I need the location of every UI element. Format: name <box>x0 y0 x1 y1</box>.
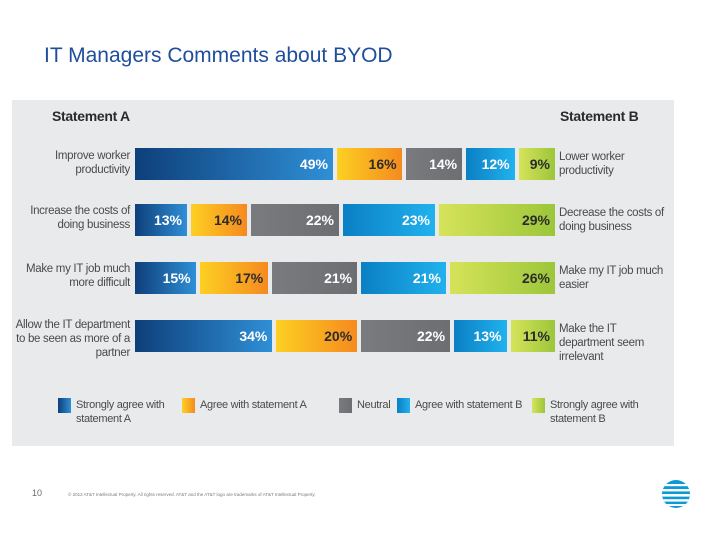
data-label: 34% <box>239 328 268 344</box>
data-label: 14% <box>429 156 458 172</box>
data-label: 12% <box>481 156 510 172</box>
data-label: 26% <box>521 270 550 286</box>
statement-a-label: Allow the IT department to be seen as mo… <box>15 319 131 359</box>
statement-a-label: Make my IT job much more difficult <box>25 263 130 289</box>
statement-b-label: Make my IT job much easier <box>559 265 664 291</box>
statement-b-label: Make the IT department seem irrelevant <box>559 323 644 363</box>
legend-swatch <box>58 398 71 413</box>
att-globe-icon <box>660 478 692 515</box>
legend-item-strongly-agree-a: Strongly agree with statement A <box>58 398 176 426</box>
slide-number: 10 <box>32 488 43 498</box>
legend-label: Strongly agree with statement B <box>550 399 639 425</box>
data-label: 29% <box>521 212 550 228</box>
legend-label: Strongly agree with statement A <box>76 399 165 425</box>
legend-label: Agree with statement B <box>415 399 523 411</box>
data-label: 20% <box>324 328 353 344</box>
data-label: 17% <box>235 270 264 286</box>
legend-swatch <box>182 398 195 413</box>
bar-segment-agree-b: 12% <box>466 148 515 180</box>
statement-b-header: Statement B <box>560 108 639 124</box>
data-label: 16% <box>368 156 397 172</box>
legend-swatch <box>339 398 352 413</box>
bar-segment-strongly-agree-b: 11% <box>510 320 555 352</box>
legend-item-neutral: Neutral <box>339 398 407 413</box>
bar-segment-neutral: 22% <box>251 204 339 236</box>
data-label: 9% <box>529 156 550 172</box>
data-label: 21% <box>324 270 353 286</box>
bar-segment-agree-b: 21% <box>361 262 446 294</box>
data-label: 14% <box>213 212 242 228</box>
bar-segment-strongly-agree-a: 49% <box>135 148 333 180</box>
bar-segment-strongly-agree-b: 9% <box>518 148 555 180</box>
data-label: 49% <box>299 156 328 172</box>
bar-segment-agree-a: 20% <box>276 320 358 352</box>
bar-segment-agree-a: 16% <box>336 148 402 180</box>
legend-item-strongly-agree-b: Strongly agree with statement B <box>532 398 665 426</box>
statement-b-label: Decrease the costs of doing business <box>559 207 664 233</box>
statement-a-label: Improve worker productivity <box>54 150 130 176</box>
data-label: 22% <box>417 328 446 344</box>
bar-segment-agree-b: 23% <box>343 204 435 236</box>
copyright-text: © 2012 AT&T Intellectual Property. All r… <box>68 492 316 497</box>
legend-item-agree-a: Agree with statement A <box>182 398 340 413</box>
legend-label: Neutral <box>357 399 391 411</box>
bar-segment-strongly-agree-a: 15% <box>135 262 196 294</box>
bar-segment-neutral: 14% <box>405 148 463 180</box>
data-label: 11% <box>522 328 550 344</box>
bar-segment-neutral: 21% <box>272 262 358 294</box>
statement-a-header: Statement A <box>52 108 130 124</box>
bar-segment-agree-b: 13% <box>454 320 507 352</box>
bar-segment-strongly-agree-a: 13% <box>135 204 187 236</box>
statement-b-label: Lower worker productivity <box>559 151 625 177</box>
data-label: 13% <box>153 212 182 228</box>
data-label: 13% <box>473 328 502 344</box>
bar-segment-neutral: 22% <box>361 320 451 352</box>
data-label: 22% <box>305 212 334 228</box>
statement-a-label: Increase the costs of doing business <box>30 205 130 231</box>
legend-label: Agree with statement A <box>200 399 307 411</box>
data-label: 23% <box>401 212 430 228</box>
slide-title: IT Managers Comments about BYOD <box>44 44 393 67</box>
chart-panel: Statement A Statement B Improve worker p… <box>12 100 674 446</box>
legend-swatch <box>532 398 545 413</box>
bar-segment-strongly-agree-b: 26% <box>449 262 555 294</box>
bar-segment-strongly-agree-b: 29% <box>439 204 555 236</box>
legend-item-agree-b: Agree with statement B <box>397 398 535 413</box>
bar-segment-agree-a: 14% <box>191 204 247 236</box>
data-label: 15% <box>162 270 191 286</box>
data-label: 21% <box>412 270 441 286</box>
legend-swatch <box>397 398 410 413</box>
bar-segment-strongly-agree-a: 34% <box>135 320 273 352</box>
bar-segment-agree-a: 17% <box>199 262 269 294</box>
